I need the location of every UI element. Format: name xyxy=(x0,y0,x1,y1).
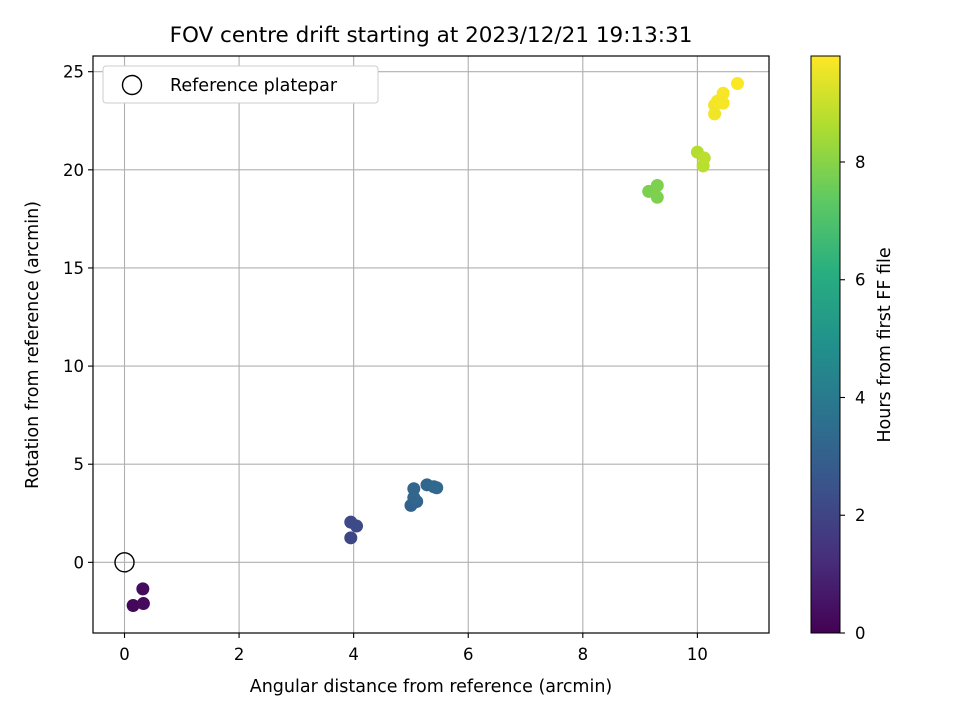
colorbar-tick-label: 0 xyxy=(855,624,866,643)
legend: Reference platepar xyxy=(102,65,379,104)
y-tick-label: 10 xyxy=(63,357,84,376)
plot-frame xyxy=(92,55,770,634)
legend-entry-reference: Reference platepar xyxy=(170,76,338,96)
colorbar-label: Hours from first FF file xyxy=(875,247,895,442)
y-axis-label: Rotation from reference (arcmin) xyxy=(23,201,43,489)
data-point xyxy=(136,597,150,611)
colorbar-tick-label: 8 xyxy=(855,153,866,172)
data-point xyxy=(650,179,664,193)
colorbar-tick-label: 2 xyxy=(855,506,866,525)
x-tick-label: 0 xyxy=(119,645,130,664)
x-tick-label: 6 xyxy=(463,645,474,664)
data-point xyxy=(136,582,150,596)
legend-marker xyxy=(121,74,143,96)
colorbar: 0 2 4 6 8 Hours from first FF file xyxy=(810,55,895,643)
data-point xyxy=(344,531,358,545)
x-tick-label: 2 xyxy=(234,645,245,664)
y-tick-label: 20 xyxy=(63,161,84,180)
colorbar-tick-label: 4 xyxy=(855,388,866,407)
x-axis-ticks: 0 2 4 6 8 10 xyxy=(119,633,708,664)
y-tick-label: 15 xyxy=(63,259,84,278)
x-tick-label: 4 xyxy=(348,645,359,664)
data-point xyxy=(407,482,421,496)
x-axis-label: Angular distance from reference (arcmin) xyxy=(250,677,613,697)
data-point xyxy=(126,599,140,613)
data-point xyxy=(730,76,744,90)
y-tick-label: 0 xyxy=(74,553,85,572)
x-tick-label: 8 xyxy=(578,645,589,664)
y-axis-ticks: 0 5 10 15 20 25 xyxy=(63,63,93,572)
data-points xyxy=(114,76,744,613)
x-tick-label: 10 xyxy=(687,645,708,664)
grid-lines xyxy=(93,56,769,633)
data-point xyxy=(697,151,711,165)
colorbar-gradient xyxy=(810,55,841,634)
colorbar-ticks: 0 2 4 6 8 xyxy=(840,153,866,643)
y-tick-label: 5 xyxy=(74,455,85,474)
data-point xyxy=(430,481,444,495)
reference-point xyxy=(114,552,135,573)
data-point xyxy=(716,96,730,110)
y-tick-label: 25 xyxy=(63,63,84,82)
data-point xyxy=(716,86,730,100)
colorbar-tick-label: 6 xyxy=(855,271,866,290)
data-point xyxy=(650,190,664,204)
data-point xyxy=(350,519,364,533)
chart-title: FOV centre drift starting at 2023/12/21 … xyxy=(170,23,693,48)
legend-box xyxy=(102,65,379,104)
